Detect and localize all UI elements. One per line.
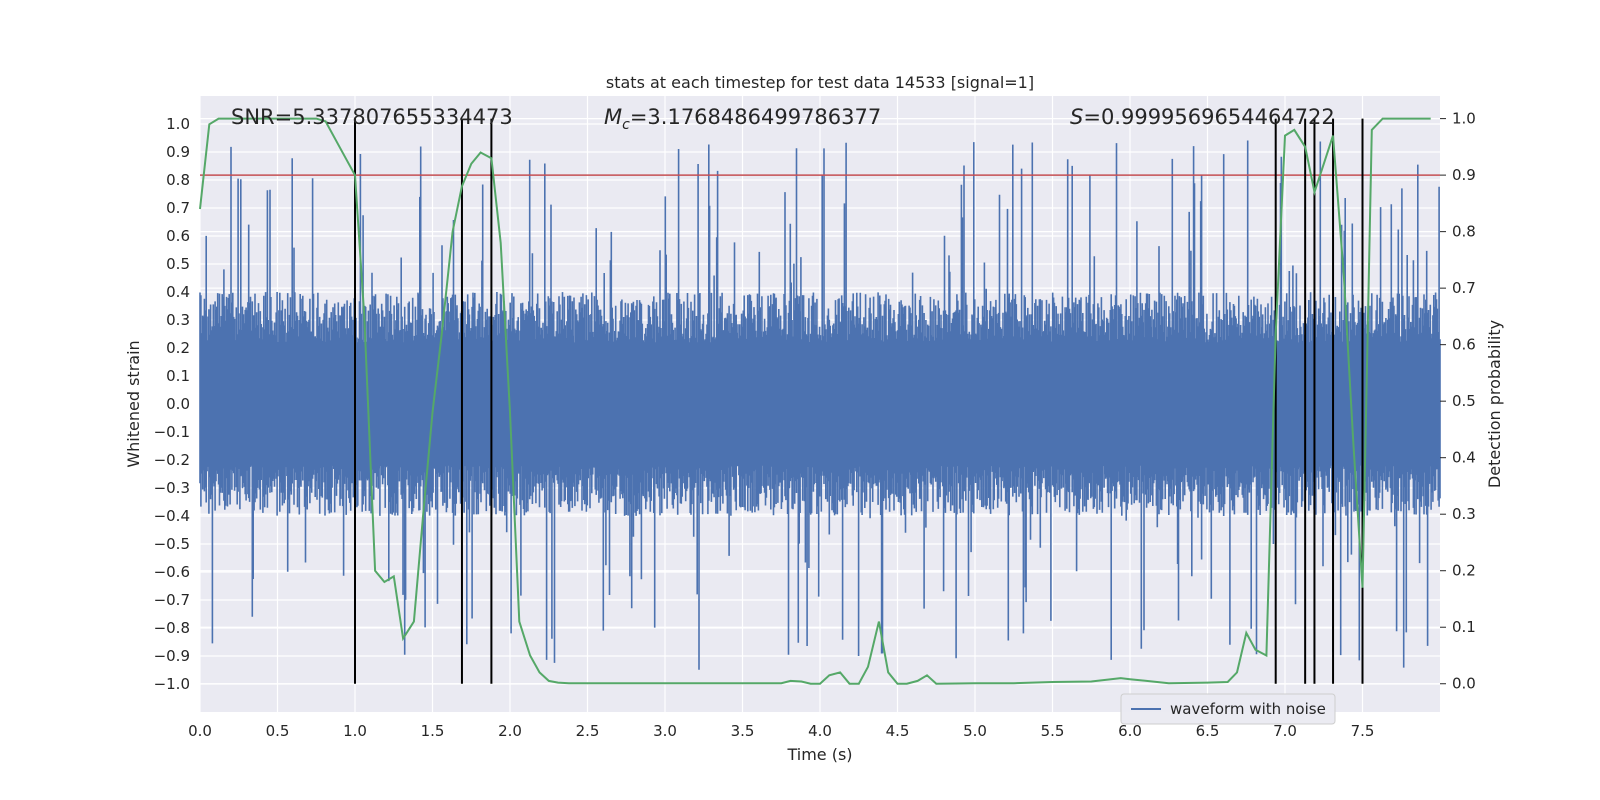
y2-tick-label: 0.4 xyxy=(1452,449,1476,467)
y-tick-label: 0.6 xyxy=(166,227,190,245)
mc-annotation: Mc=3.1768486499786377 xyxy=(604,105,881,133)
mc-subscript: c xyxy=(622,117,630,133)
y-tick-label: 0.2 xyxy=(166,339,190,357)
y2-tick-label: 0.7 xyxy=(1452,279,1476,297)
y-tick-label: 0.3 xyxy=(166,311,190,329)
x-tick-label: 6.0 xyxy=(1118,722,1142,740)
x-tick-label: 3.5 xyxy=(731,722,755,740)
y-axis-label: Whitened strain xyxy=(124,340,143,467)
s-symbol: S xyxy=(1070,105,1083,129)
legend: waveform with noise xyxy=(1120,693,1336,725)
s-annotation: S=0.9999569654464722 xyxy=(1070,105,1335,129)
x-tick-label: 2.0 xyxy=(498,722,522,740)
x-axis-ticks: 0.0 0.5 1.0 1.5 2.0 2.5 3.0 3.5 4.0 4.5 5.0 5.5 6.0 6… xyxy=(188,722,1374,740)
y-tick-label: −0.6 xyxy=(154,563,190,581)
y-tick-label: −0.1 xyxy=(154,423,190,441)
y-axis-ticks: 1.0 0.9 0.8 0.7 0.6 0.5 0.4 0.3 0.2 0.1 0.0 −0.1 −0.… xyxy=(154,115,190,693)
y-tick-label: −0.4 xyxy=(154,507,190,525)
x-tick-label: 3.0 xyxy=(653,722,677,740)
y2-tick-label: 0.2 xyxy=(1452,562,1476,580)
probability-series xyxy=(199,117,1431,685)
x-tick-label: 1.0 xyxy=(343,722,367,740)
x-tick-label: 5.5 xyxy=(1041,722,1065,740)
y-tick-label: 0.0 xyxy=(166,395,190,413)
y-tick-label: 0.4 xyxy=(166,283,190,301)
y2-tick-label: 0.5 xyxy=(1452,392,1476,410)
y-tick-label: 0.1 xyxy=(166,367,190,385)
x-tick-label: 0.5 xyxy=(266,722,290,740)
y-tick-label: −0.2 xyxy=(154,451,190,469)
x-tick-label: 5.0 xyxy=(963,722,987,740)
y-tick-label: −1.0 xyxy=(154,675,190,693)
probability-line xyxy=(199,117,1431,685)
legend-entry: waveform with noise xyxy=(1170,700,1326,718)
x-tick-label: 2.5 xyxy=(576,722,600,740)
mc-value: =3.1768486499786377 xyxy=(630,105,881,129)
x-tick-label: 1.5 xyxy=(421,722,445,740)
y-tick-label: −0.3 xyxy=(154,479,190,497)
chart-title: stats at each timestep for test data 145… xyxy=(606,73,1034,92)
y2-axis-label: Detection probability xyxy=(1485,320,1504,488)
mc-symbol: M xyxy=(604,105,622,129)
y-tick-label: 0.5 xyxy=(166,255,190,273)
y2-tick-label: 0.8 xyxy=(1452,223,1476,241)
y-tick-label: −0.5 xyxy=(154,535,190,553)
y-tick-label: −0.9 xyxy=(154,647,190,665)
y2-tick-label: 0.0 xyxy=(1452,675,1476,693)
vertical-markers xyxy=(354,118,1364,684)
y2-tick-label: 0.6 xyxy=(1452,336,1476,354)
x-tick-label: 0.0 xyxy=(188,722,212,740)
y2-tick-label: 0.1 xyxy=(1452,618,1476,636)
s-value: =0.9999569654464722 xyxy=(1083,105,1334,129)
x-tick-label: 6.5 xyxy=(1196,722,1220,740)
y2-tick-label: 0.3 xyxy=(1452,505,1476,523)
snr-annotation: SNR=5.337807655334473 xyxy=(231,105,513,129)
legend-box xyxy=(1120,693,1336,725)
y-tick-label: −0.7 xyxy=(154,591,190,609)
x-tick-label: 4.5 xyxy=(886,722,910,740)
y-tick-label: −0.8 xyxy=(154,619,190,637)
x-tick-label: 7.0 xyxy=(1273,722,1297,740)
y-tick-label: 0.9 xyxy=(166,143,190,161)
noise-waveform xyxy=(199,140,1441,670)
x-tick-label: 4.0 xyxy=(808,722,832,740)
x-tick-label: 7.5 xyxy=(1351,722,1375,740)
y2-axis-ticks: 1.0 0.9 0.8 0.7 0.6 0.5 0.4 0.3 0.2 0.1 0.0 xyxy=(1440,110,1476,693)
y-tick-label: 1.0 xyxy=(166,115,190,133)
y2-tick-label: 0.9 xyxy=(1452,166,1476,184)
x-axis-label: Time (s) xyxy=(786,745,852,764)
y-tick-label: 0.7 xyxy=(166,199,190,217)
noise-trace xyxy=(199,140,1441,670)
y2-tick-label: 1.0 xyxy=(1452,110,1476,128)
y-tick-label: 0.8 xyxy=(166,171,190,189)
